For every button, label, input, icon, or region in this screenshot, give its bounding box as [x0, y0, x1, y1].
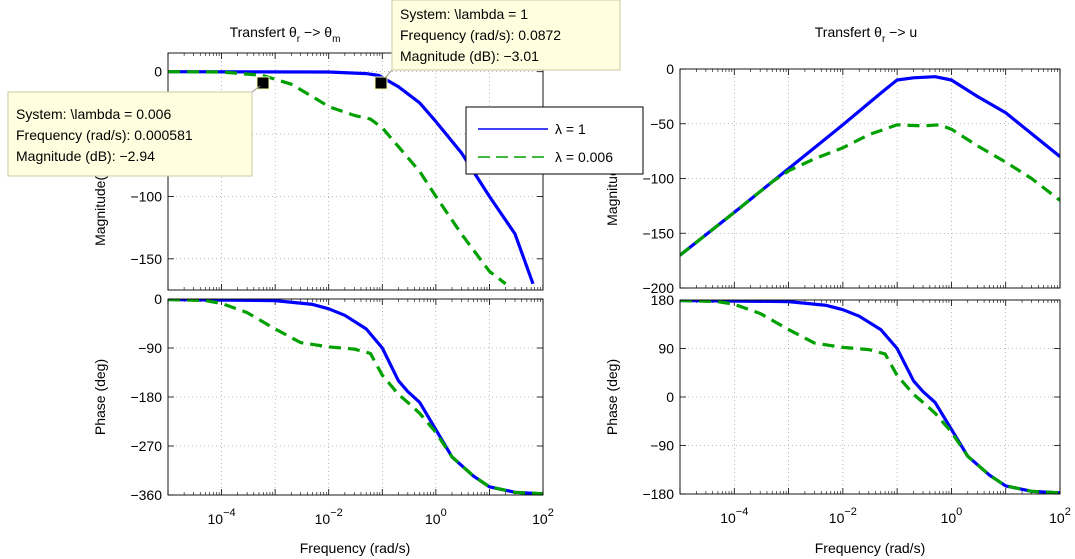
right-magnitude-series-lambda0006 — [680, 123, 1060, 257]
left-phase-series-lambda0006 — [168, 299, 543, 495]
right-phase-xtick-label: 10−4 — [720, 506, 748, 526]
right-magnitude-series-lambda1 — [680, 75, 1060, 257]
left-phase-xtick-label: 102 — [532, 507, 554, 527]
xtick-exponent: −4 — [223, 507, 236, 519]
right-xlabel: Frequency (rad/s) — [815, 540, 925, 556]
datatip-lambda0006: System: \lambda = 0.006 Frequency (rad/s… — [7, 85, 261, 177]
left-magnitude-ytick-label: −100 — [130, 188, 162, 204]
right-phase-ytick-label: 90 — [658, 341, 674, 357]
right-magnitude-ytick-label: 0 — [666, 61, 674, 77]
left-phase-xtick-label: 100 — [425, 507, 447, 527]
right-plot-title: Transfert θr −> u — [815, 24, 917, 45]
datatip-lambda0006-box — [7, 91, 253, 177]
right-phase-xtick-label: 102 — [1049, 506, 1071, 526]
right-phase-frame — [679, 299, 1061, 495]
datatip-lambda1-leader — [384, 69, 393, 79]
xtick-base: 10 — [829, 510, 845, 526]
datatip-lambda1-line2: Frequency (rad/s): 0.0872 — [400, 27, 561, 43]
left-phase-ytick-label: −360 — [130, 487, 162, 503]
legend-label-lambda1: λ = 1 — [555, 121, 586, 137]
datatip-lambda0006-line3: Magnitude (dB): −2.94 — [16, 148, 155, 164]
xtick-exponent: 2 — [548, 507, 554, 519]
right-phase-ytick-label: 0 — [666, 389, 674, 405]
xtick-base: 10 — [208, 511, 224, 527]
left-plot-title: Transfert θr −> θm — [230, 24, 341, 45]
xtick-exponent: 0 — [441, 507, 447, 519]
left-phase-xtick-label: 10−2 — [315, 507, 343, 527]
right-phase-ytick-label: 180 — [651, 292, 675, 308]
xtick-exponent: −2 — [330, 507, 343, 519]
left-phase-ytick-label: 0 — [154, 291, 162, 307]
right-phase-xtick-label: 100 — [941, 506, 963, 526]
xtick-exponent: 0 — [956, 506, 962, 518]
left-magnitude-series-group — [168, 70, 535, 286]
xtick-base: 10 — [532, 511, 548, 527]
right-magnitude-ytick-label: −150 — [642, 225, 674, 241]
datatip-lambda0006-leader — [251, 85, 261, 93]
legend: λ = 1 λ = 0.006 — [465, 106, 644, 175]
right-magnitude-series-group — [680, 75, 1060, 257]
right-phase-ytick-label: −90 — [650, 438, 674, 454]
left-phase-ytick-label: −180 — [130, 389, 162, 405]
datatip-marker-lambda1 — [374, 76, 388, 90]
left-phase-ylabel: Phase (deg) — [92, 359, 108, 435]
datatip-lambda1-line3: Magnitude (dB): −3.01 — [400, 48, 539, 64]
right-phase-series-group — [680, 300, 1060, 494]
xtick-base: 10 — [425, 511, 441, 527]
right-magnitude-ytick-label: −200 — [642, 280, 674, 296]
left-phase-frame — [167, 298, 544, 496]
left-phase-ytick-label: −270 — [130, 438, 162, 454]
datatip-lambda1-box — [391, 0, 621, 71]
left-phase-ytick-label: −90 — [138, 340, 162, 356]
xtick-exponent: −4 — [736, 506, 749, 518]
left-magnitude-ytick-label: −150 — [130, 251, 162, 267]
right-magnitude-frame — [679, 68, 1061, 289]
left-phase-series-group — [168, 299, 543, 495]
right-magnitude-ytick-label: −50 — [650, 116, 674, 132]
right-magnitude-axes: 0 −50 −100 −150 −200 — [642, 61, 1061, 296]
datatip-lambda0006-line1: System: \lambda = 0.006 — [16, 106, 171, 122]
xtick-base: 10 — [315, 511, 331, 527]
legend-label-lambda0006: λ = 0.006 — [555, 149, 613, 165]
right-phase-ylabel: Phase (deg) — [604, 359, 620, 435]
right-phase-ytick-label: −180 — [642, 486, 674, 502]
left-magnitude-series-lambda1 — [168, 70, 535, 285]
datatip-lambda1-line1: System: \lambda = 1 — [400, 6, 528, 22]
left-magnitude-ytick-label: 0 — [154, 64, 162, 80]
right-phase-xtick-label: 10−2 — [829, 506, 857, 526]
left-magnitude-series-lambda0006 — [168, 70, 507, 286]
xtick-base: 10 — [1049, 510, 1065, 526]
left-phase-xtick-label: 10−4 — [208, 507, 236, 527]
xtick-base: 10 — [720, 510, 736, 526]
right-phase-series-lambda0006 — [680, 300, 1060, 494]
left-magnitude-ylabel: Magnitude(dB) — [92, 154, 108, 246]
xtick-exponent: 2 — [1065, 506, 1071, 518]
datatip-lambda1: System: \lambda = 1 Frequency (rad/s): 0… — [384, 0, 621, 79]
xtick-base: 10 — [941, 510, 957, 526]
right-magnitude-ytick-label: −100 — [642, 171, 674, 187]
legend-box — [465, 106, 644, 175]
left-xlabel: Frequency (rad/s) — [300, 540, 410, 556]
datatip-lambda0006-line2: Frequency (rad/s): 0.000581 — [16, 127, 193, 143]
xtick-exponent: −2 — [844, 506, 857, 518]
